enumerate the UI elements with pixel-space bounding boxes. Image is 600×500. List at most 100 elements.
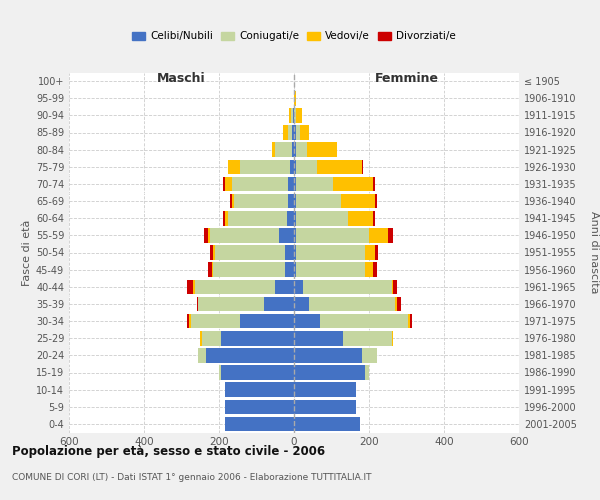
Bar xyxy=(294,382,356,397)
Bar xyxy=(224,416,294,431)
Bar xyxy=(373,211,374,226)
Bar xyxy=(187,314,189,328)
Bar xyxy=(271,142,275,157)
Bar xyxy=(394,280,397,294)
Bar xyxy=(296,125,299,140)
Bar xyxy=(223,211,224,226)
Text: Maschi: Maschi xyxy=(157,72,206,86)
Bar xyxy=(202,331,221,345)
Bar xyxy=(189,314,191,328)
Bar xyxy=(317,160,361,174)
Bar xyxy=(212,262,214,277)
Bar xyxy=(208,228,209,242)
Bar xyxy=(279,228,294,242)
Bar xyxy=(214,245,215,260)
Bar xyxy=(200,331,202,345)
Bar xyxy=(365,245,374,260)
Bar xyxy=(294,211,296,226)
Bar xyxy=(284,245,294,260)
Bar xyxy=(292,142,294,157)
Bar xyxy=(296,262,365,277)
Bar xyxy=(296,245,365,260)
Bar xyxy=(223,176,224,191)
Bar xyxy=(219,365,221,380)
Bar xyxy=(294,348,361,362)
Bar xyxy=(275,142,292,157)
Bar xyxy=(294,314,320,328)
Bar xyxy=(296,211,349,226)
Bar xyxy=(209,245,214,260)
Text: Femmine: Femmine xyxy=(374,72,439,86)
Bar xyxy=(349,211,373,226)
Bar xyxy=(294,416,359,431)
Text: COMUNE DI CORI (LT) - Dati ISTAT 1° gennaio 2006 - Elaborazione TUTTITALIA.IT: COMUNE DI CORI (LT) - Dati ISTAT 1° genn… xyxy=(12,472,371,482)
Bar xyxy=(294,194,296,208)
Bar xyxy=(294,125,296,140)
Bar xyxy=(206,348,294,362)
Legend: Celibi/Nubili, Coniugati/e, Vedovi/e, Divorziati/e: Celibi/Nubili, Coniugati/e, Vedovi/e, Di… xyxy=(128,28,460,46)
Bar xyxy=(309,296,395,311)
Bar xyxy=(294,331,343,345)
Bar xyxy=(294,108,296,122)
Bar xyxy=(291,108,293,122)
Bar xyxy=(294,400,356,414)
Bar xyxy=(199,296,264,311)
Bar xyxy=(239,160,290,174)
Bar xyxy=(343,331,392,345)
Bar xyxy=(320,314,409,328)
Bar xyxy=(334,176,373,191)
Bar xyxy=(214,262,284,277)
Bar xyxy=(410,314,412,328)
Bar xyxy=(283,125,289,140)
Bar xyxy=(304,280,392,294)
Bar xyxy=(373,176,374,191)
Bar xyxy=(224,211,229,226)
Bar xyxy=(209,228,279,242)
Bar xyxy=(289,176,294,191)
Bar xyxy=(187,280,193,294)
Bar xyxy=(232,176,289,191)
Bar xyxy=(208,262,212,277)
Bar xyxy=(287,211,294,226)
Bar xyxy=(296,160,317,174)
Y-axis label: Anni di nascita: Anni di nascita xyxy=(589,211,599,294)
Bar xyxy=(294,176,296,191)
Bar xyxy=(224,400,294,414)
Bar xyxy=(294,296,309,311)
Bar xyxy=(409,314,410,328)
Bar xyxy=(361,348,377,362)
Bar xyxy=(224,176,232,191)
Bar xyxy=(296,176,334,191)
Bar xyxy=(294,160,296,174)
Bar xyxy=(296,194,341,208)
Bar xyxy=(299,125,309,140)
Bar xyxy=(229,160,239,174)
Bar xyxy=(365,262,373,277)
Bar xyxy=(341,194,374,208)
Bar xyxy=(294,365,365,380)
Bar xyxy=(221,365,294,380)
Bar xyxy=(392,280,394,294)
Bar xyxy=(191,314,239,328)
Bar xyxy=(234,194,289,208)
Text: Popolazione per età, sesso e stato civile - 2006: Popolazione per età, sesso e stato civil… xyxy=(12,445,325,458)
Bar xyxy=(264,296,294,311)
Bar xyxy=(229,211,287,226)
Bar xyxy=(374,245,379,260)
Bar xyxy=(296,108,302,122)
Bar xyxy=(239,314,294,328)
Bar xyxy=(296,228,369,242)
Bar xyxy=(289,194,294,208)
Bar xyxy=(197,296,199,311)
Bar xyxy=(284,262,294,277)
Bar xyxy=(294,245,296,260)
Bar xyxy=(204,228,208,242)
Bar xyxy=(294,91,296,106)
Bar xyxy=(388,228,394,242)
Bar xyxy=(374,194,377,208)
Bar xyxy=(365,365,369,380)
Bar xyxy=(395,296,397,311)
Bar xyxy=(215,245,284,260)
Bar xyxy=(292,125,294,140)
Bar xyxy=(294,280,304,294)
